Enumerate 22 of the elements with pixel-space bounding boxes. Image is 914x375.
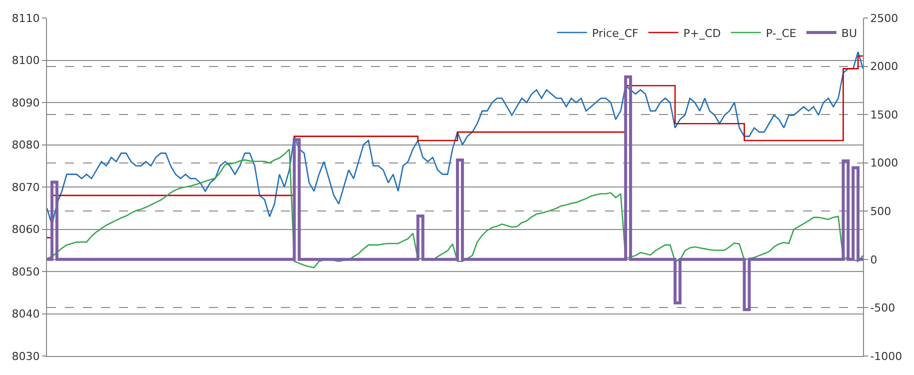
- y-tick-label: 8090: [12, 96, 40, 110]
- legend-label: BU: [841, 26, 858, 40]
- y-tick-label: 8050: [12, 265, 40, 278]
- legend-label: P-_CE: [766, 26, 796, 40]
- y2-tick-label: 1500: [870, 108, 898, 122]
- y2-tick-label: -500: [870, 302, 896, 315]
- y-tick-label: 8100: [12, 54, 40, 68]
- y2-tick-label: 0: [870, 253, 878, 266]
- y-tick-label: 8060: [12, 223, 40, 236]
- y-tick-label: 8070: [12, 180, 40, 194]
- y2-tick-label: -1000: [870, 350, 902, 363]
- line-series: [47, 148, 863, 268]
- y2-tick-label: 2000: [870, 60, 898, 74]
- legend-label: P+_CD: [683, 26, 721, 40]
- y-tick-label: 8080: [12, 138, 40, 152]
- y2-tick-label: 1000: [870, 156, 898, 170]
- y2-tick-label: 500: [870, 204, 892, 218]
- legend-label: Price_CF: [592, 26, 638, 40]
- y-tick-label: 8030: [12, 350, 40, 363]
- y2-tick-label: 2500: [870, 12, 898, 25]
- y-tick-label: 8110: [12, 12, 40, 25]
- y-tick-label: 8040: [12, 308, 40, 321]
